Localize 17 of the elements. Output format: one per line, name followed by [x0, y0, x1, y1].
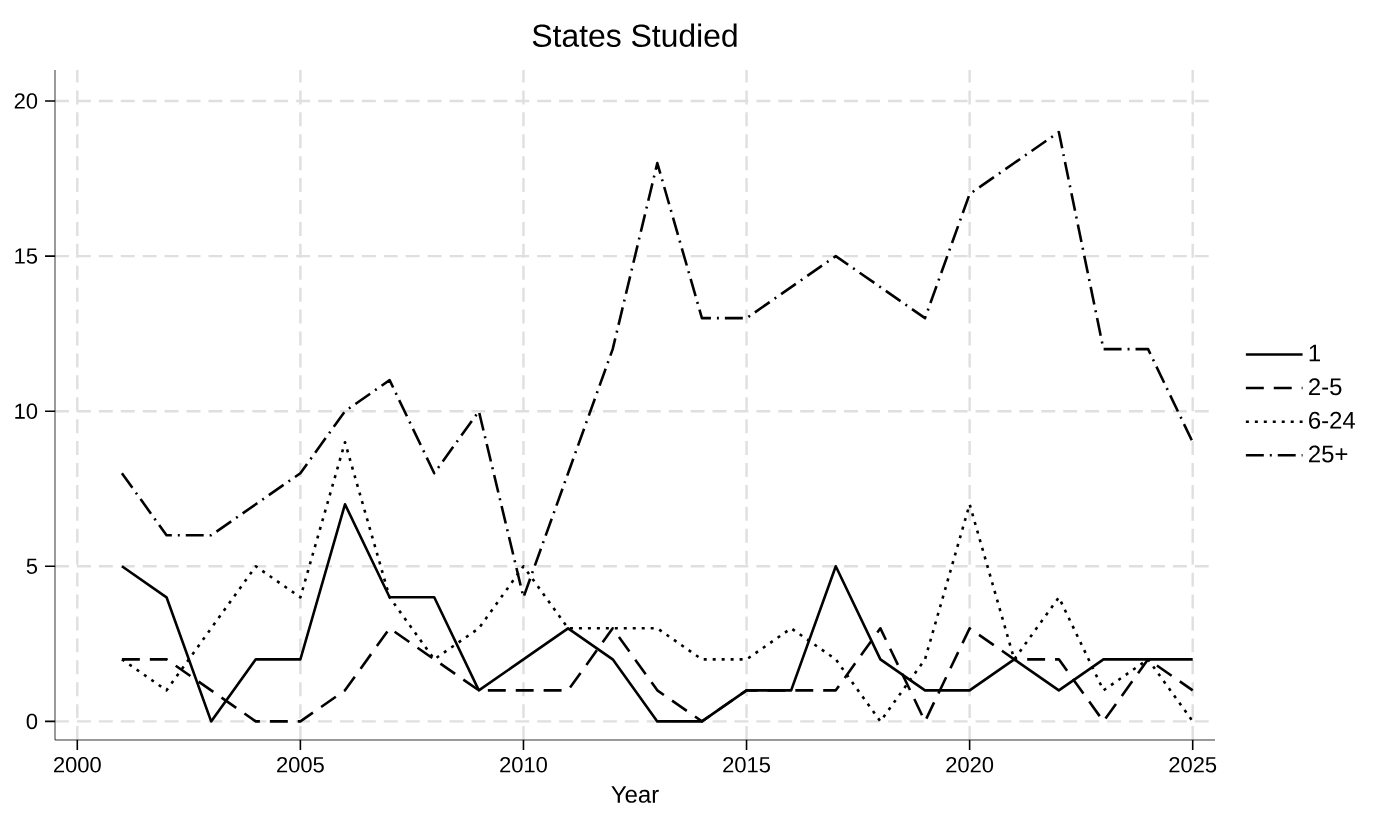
y-tick-label: 0	[26, 713, 38, 730]
x-tick-label: 2020	[946, 757, 994, 773]
legend-label: 6-24	[1309, 411, 1355, 429]
legend-label: 2-5	[1309, 378, 1342, 396]
y-tick-label: 15	[15, 248, 38, 264]
x-tick-label: 2025	[1169, 757, 1217, 773]
legend-label: 1	[1309, 344, 1320, 362]
y-tick-label: 10	[15, 403, 38, 419]
x-tick-label: 2000	[54, 757, 101, 773]
chart-title: States Studied	[532, 23, 737, 48]
x-tick-label: 2015	[723, 757, 770, 773]
x-tick-label: 2005	[277, 757, 324, 773]
y-tick-label: 20	[14, 93, 38, 109]
x-axis-title: Year	[611, 786, 659, 803]
legend-label: 25+	[1309, 445, 1348, 463]
x-tick-label: 2010	[500, 757, 547, 773]
y-tick-label: 5	[26, 558, 38, 574]
